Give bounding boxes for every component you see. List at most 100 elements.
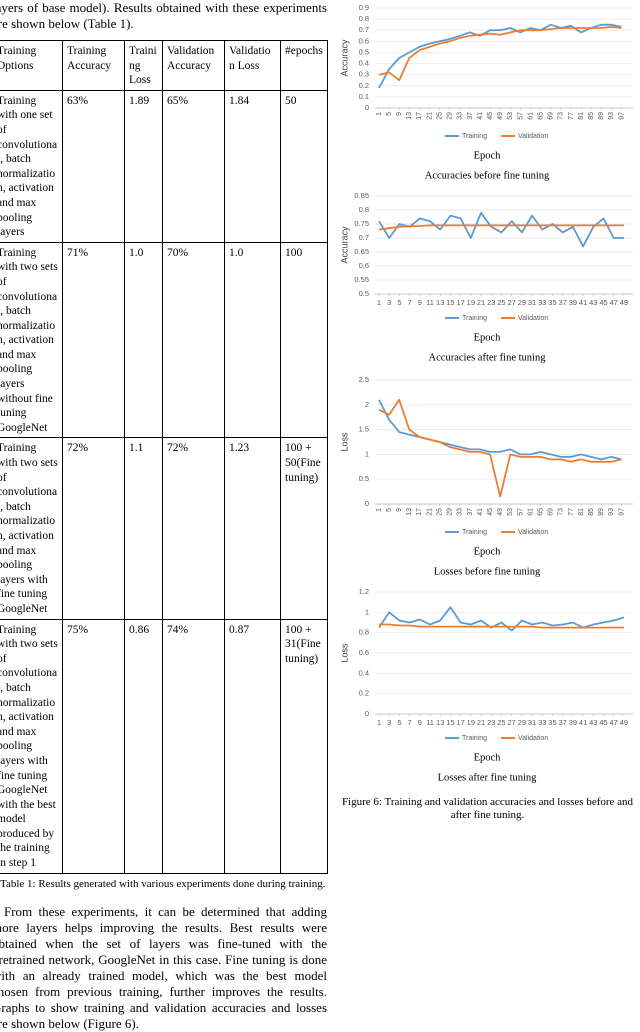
x-tick-label: 5 xyxy=(397,298,401,307)
legend-label: Training xyxy=(462,735,487,742)
x-tick-label: 73 xyxy=(558,508,565,516)
x-tick-label: 65 xyxy=(537,508,544,516)
x-tick-label: 49 xyxy=(497,508,504,516)
x-tick-label: 81 xyxy=(578,508,585,516)
x-axis-title: Epoch xyxy=(474,752,502,763)
table-cell: 0.86 xyxy=(124,618,163,874)
legend-label: Validation xyxy=(518,315,548,322)
x-tick-label: 61 xyxy=(527,112,534,120)
x-tick-label: 25 xyxy=(497,718,505,727)
x-tick-label: 13 xyxy=(436,298,444,307)
x-tick-label: 3 xyxy=(387,298,391,307)
x-tick-label: 47 xyxy=(610,298,618,307)
table-cell: 100 + 31(Fine tuning) xyxy=(280,618,328,874)
x-tick-label: 1 xyxy=(376,112,383,116)
x-tick-label: 7 xyxy=(408,718,412,727)
y-tick-label: 0.65 xyxy=(354,247,369,256)
x-tick-label: 69 xyxy=(548,112,555,120)
x-tick-label: 73 xyxy=(558,112,565,120)
x-axis-title: Epoch xyxy=(474,150,502,161)
figure: 0 0.1 0.2 0.3 0.4 0.5 0.6 0.7 0.8 0.9 1 5 9 13 17 21 25 2… xyxy=(335,0,640,822)
y-tick-label: 0.6 xyxy=(359,648,369,657)
x-tick-label: 19 xyxy=(467,298,475,307)
x-tick-label: 45 xyxy=(487,112,494,120)
table-cell: Training with two sets of convolutional,… xyxy=(0,618,63,874)
y-tick-label: 1 xyxy=(365,607,369,616)
series-line xyxy=(378,224,624,231)
x-tick-label: 21 xyxy=(477,298,485,307)
x-tick-label: 35 xyxy=(548,718,556,727)
table-cell: Training with one set of convolutional, … xyxy=(0,89,63,243)
x-tick-label: 29 xyxy=(447,112,454,120)
x-tick-label: 5 xyxy=(397,718,401,727)
y-tick-label: 0.55 xyxy=(354,275,369,284)
y-tick-label: 2.5 xyxy=(359,375,369,384)
x-tick-label: 7 xyxy=(408,298,412,307)
x-tick-label: 43 xyxy=(589,298,597,307)
x-tick-label: 3 xyxy=(387,718,391,727)
y-tick-label: 0.75 xyxy=(354,219,369,228)
x-tick-label: 37 xyxy=(559,298,567,307)
x-tick-label: 9 xyxy=(418,298,422,307)
table-row: Training with two sets of convolutional,… xyxy=(0,241,328,439)
x-tick-label: 43 xyxy=(589,718,597,727)
table-cell: 72% xyxy=(62,437,125,620)
x-tick-label: 39 xyxy=(569,298,577,307)
x-tick-label: 15 xyxy=(446,718,454,727)
x-tick-label: 23 xyxy=(487,298,495,307)
x-tick-label: 85 xyxy=(588,508,595,516)
y-tick-label: 0.6 xyxy=(359,261,369,270)
y-tick-label: 0.4 xyxy=(359,59,369,68)
table-cell: Training Loss xyxy=(124,40,163,91)
legend-label: Training xyxy=(462,133,487,140)
x-tick-label: 49 xyxy=(620,718,628,727)
y-tick-label: 0.7 xyxy=(359,25,369,34)
y-tick-label: 0 xyxy=(365,103,369,112)
x-tick-label: 1 xyxy=(376,508,383,512)
x-tick-label: 49 xyxy=(620,298,628,307)
y-tick-label: 1.5 xyxy=(359,425,369,434)
chart: 00.20.40.60.811.21 3 5 7 9 11 13 15 17 19 21 23 25 27… xyxy=(339,587,633,783)
x-tick-label: 9 xyxy=(396,112,403,116)
chart: 0 0.1 0.2 0.3 0.4 0.5 0.6 0.7 0.8 0.9 1 5 9 13 17 21 25 2… xyxy=(339,3,633,181)
series-line xyxy=(378,211,624,248)
x-tick-label: 25 xyxy=(436,508,443,516)
x-tick-label: 33 xyxy=(457,112,464,120)
x-tick-label: 5 xyxy=(386,112,393,116)
chart-caption: Accuracies before fine tuning xyxy=(425,170,550,181)
x-tick-label: 89 xyxy=(598,508,605,516)
table-cell: 1.84 xyxy=(224,89,281,243)
y-axis-title: Accuracy xyxy=(339,226,349,264)
table-cell: Training Accuracy xyxy=(62,40,125,91)
x-tick-label: 25 xyxy=(436,112,443,120)
table-cell: 63% xyxy=(62,89,125,243)
table-cell: Training with two sets of convolutional,… xyxy=(0,241,63,439)
x-tick-label: 1 xyxy=(377,718,381,727)
x-tick-label: 29 xyxy=(447,508,454,516)
table-row: Training with two sets of convolutional,… xyxy=(0,618,328,874)
x-tick-label: 41 xyxy=(477,112,484,120)
x-tick-label: 53 xyxy=(507,508,514,516)
x-tick-label: 37 xyxy=(467,112,474,120)
y-tick-label: 0.9 xyxy=(359,3,369,12)
x-tick-label: 53 xyxy=(507,112,514,120)
table-cell: Validation Loss xyxy=(224,40,281,91)
legend-label: Training xyxy=(462,315,487,322)
x-tick-label: 33 xyxy=(457,508,464,516)
y-tick-label: 0.8 xyxy=(359,14,369,23)
x-tick-label: 77 xyxy=(568,508,575,516)
legend-label: Validation xyxy=(518,735,548,742)
series-line xyxy=(378,26,622,82)
table-row: Training with two sets of convolutional,… xyxy=(0,437,328,620)
series-line xyxy=(379,623,624,629)
y-tick-label: 0.5 xyxy=(359,474,369,483)
x-tick-label: 39 xyxy=(569,718,577,727)
x-tick-label: 15 xyxy=(446,298,454,307)
table-cell: 0.87 xyxy=(224,618,281,874)
x-axis-title: Epoch xyxy=(474,546,502,557)
table-cell: 1.1 xyxy=(124,437,163,620)
table-cell: #epochs xyxy=(280,40,328,91)
x-tick-label: 93 xyxy=(608,508,615,516)
x-tick-label: 29 xyxy=(518,718,526,727)
